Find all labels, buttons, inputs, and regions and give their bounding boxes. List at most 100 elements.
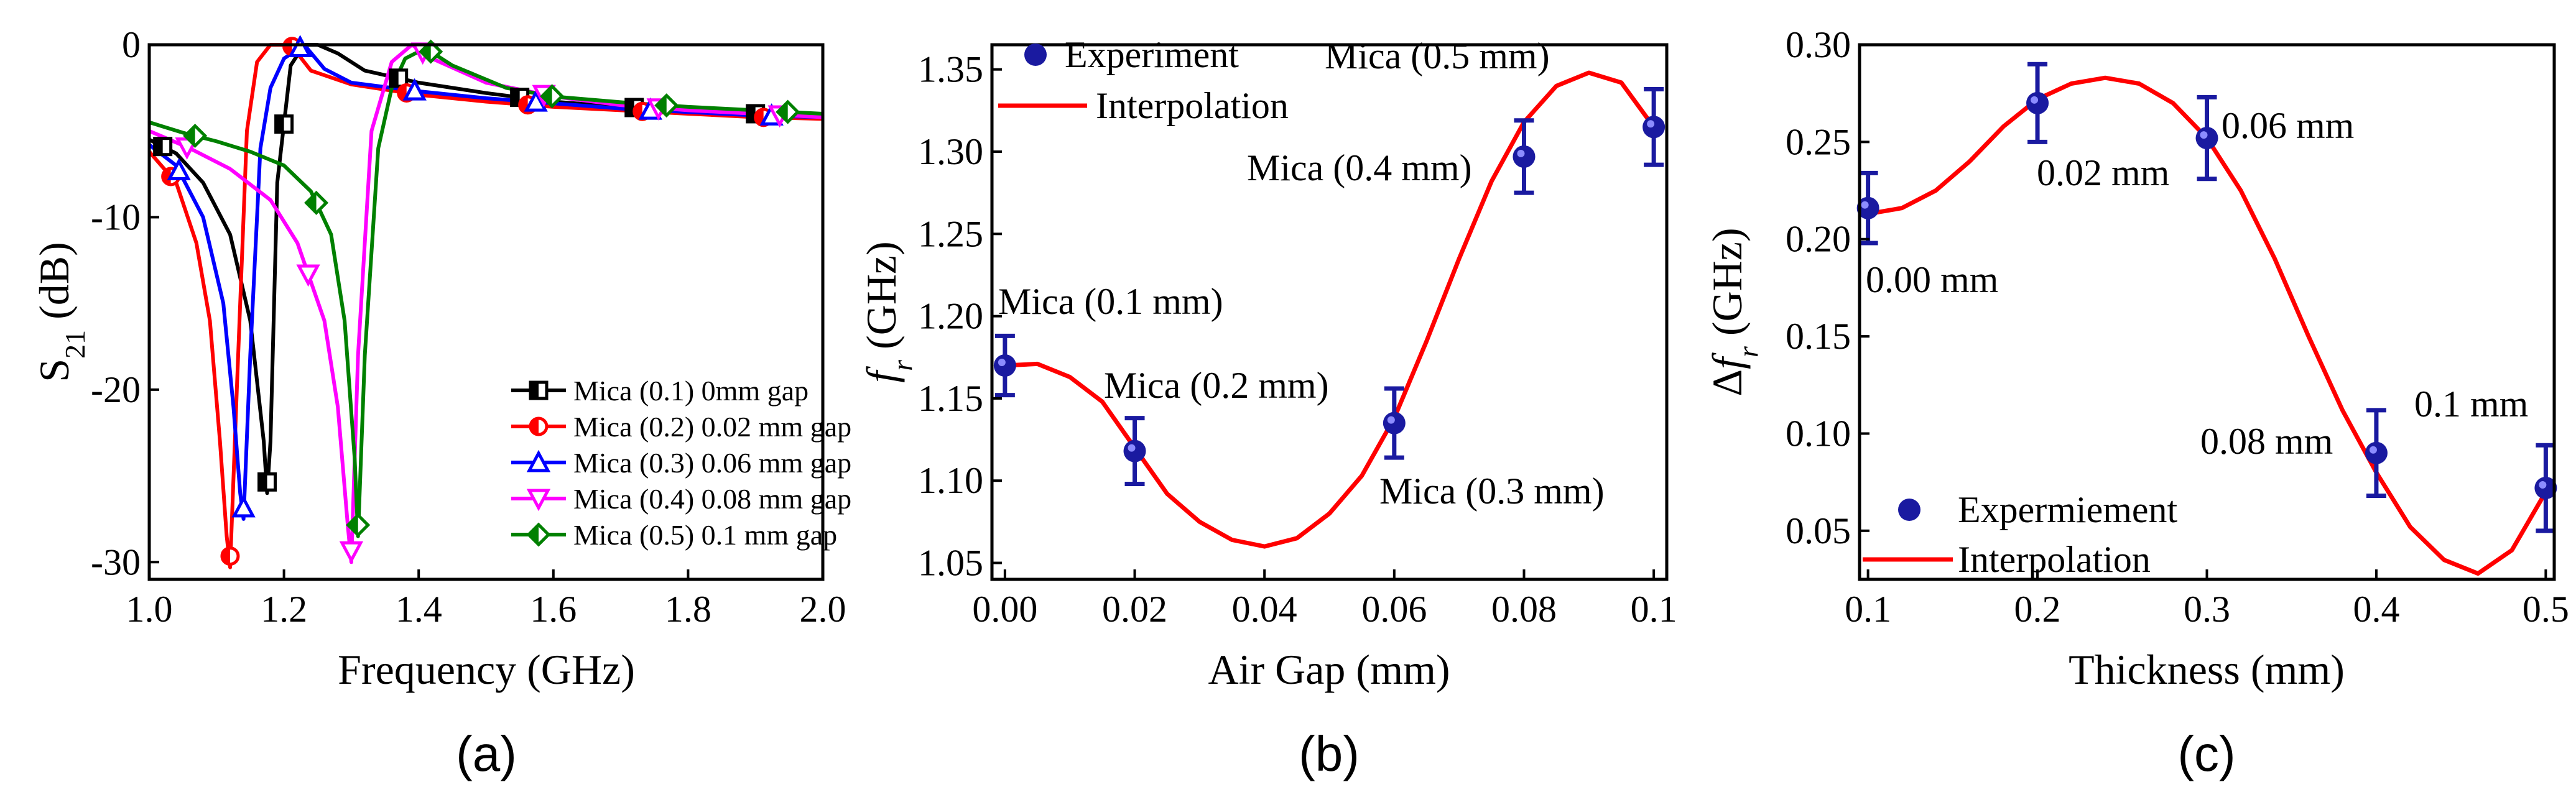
panel-b-legend-experiment-marker — [1024, 44, 1047, 66]
series-1-marker-fill — [154, 138, 163, 155]
panel-a-caption: (a) — [456, 726, 517, 781]
panel-c-annotation-0-06: 0.06 mm — [2222, 105, 2354, 146]
series-1-marker-fill — [390, 70, 399, 86]
panel-c-annotation-0-02: 0.02 mm — [2037, 152, 2169, 193]
x-tick-label: 0.1 — [1631, 589, 1677, 630]
experiment-point — [1513, 145, 1536, 168]
series-2-dip-marker-fill — [221, 548, 230, 564]
experiment-point — [993, 354, 1016, 377]
x-tick-label: 0.08 — [1491, 589, 1557, 630]
interpolation-line — [1003, 70, 1656, 549]
series-line-3 — [148, 43, 823, 521]
panel-b-x-axis-label: Air Gap (mm) — [1208, 646, 1450, 693]
panel-c-caption: (c) — [2177, 726, 2235, 781]
experiment-point-highlight — [998, 359, 1006, 366]
series-4-marker — [296, 264, 320, 287]
x-tick-label: 0.3 — [2184, 589, 2230, 630]
experiment-point — [2026, 91, 2049, 114]
experiment-point-highlight — [1861, 201, 1869, 209]
panel-a-legend: Mica (0.1) 0mm gap Mica (0.2) 0.02 mm gap… — [511, 375, 851, 551]
panel-c-x-axis-label: Thickness (mm) — [2069, 646, 2345, 693]
panel-b-ticks: 0.00 0.02 0.04 0.06 0.08 0.1 1.05 1.10 1.15 1.20 1… — [918, 49, 1677, 630]
y-tick-label: 0.05 — [1786, 510, 1851, 551]
x-tick-label: 0.4 — [2353, 589, 2399, 630]
series-5-marker-fill — [306, 193, 317, 213]
series-3-marker — [402, 78, 427, 101]
panel-b-y-axis-label: fr (GHz) — [858, 241, 918, 383]
series-line-5 — [149, 46, 823, 538]
series-5-dip-marker-fill — [348, 515, 358, 535]
panel-c-ticks: 0.1 0.2 0.3 0.4 0.5 0.05 0.10 0.15 0.20 0.25 0.30 — [1786, 24, 2569, 630]
x-tick-label: 0.02 — [1102, 589, 1167, 630]
x-tick-label: 0.06 — [1361, 589, 1427, 630]
series-3-marker — [524, 89, 548, 112]
y-tick-label: 1.10 — [918, 460, 983, 501]
y-tick-label: 1.20 — [918, 296, 983, 337]
legend-marker-5-fill — [529, 525, 539, 545]
experiment-point-highlight — [1517, 149, 1525, 157]
panel-a: 1.0 1.2 1.4 1.6 1.8 2.0 0 -10 -20 -30 Frequency (… — [30, 24, 851, 781]
legend-label-4: Mica (0.4) 0.08 mm gap — [573, 483, 851, 515]
x-tick-label: 2.0 — [800, 589, 846, 630]
experiment-point-highlight — [2369, 446, 2377, 454]
experiment-point — [1383, 412, 1406, 435]
panel-c-y-axis-label: Δfr (GHz) — [1703, 228, 1764, 396]
x-tick-label: 1.4 — [396, 589, 442, 630]
y-tick-label: 0.30 — [1786, 24, 1851, 65]
experiment-point-highlight — [2539, 481, 2547, 489]
x-tick-label: 1.8 — [665, 589, 711, 630]
experiment-point — [2195, 127, 2218, 150]
y-tick-label: -30 — [91, 541, 141, 582]
legend-marker-3 — [526, 449, 551, 472]
panel-a-markers — [153, 35, 800, 566]
series-line-4 — [148, 43, 823, 564]
series-2-marker-fill — [634, 103, 642, 120]
legend-label-1: Mica (0.1) 0mm gap — [573, 375, 808, 407]
series-1-marker-fill — [276, 116, 284, 132]
y-tick-label: 1.05 — [918, 543, 983, 584]
panel-b-caption: (b) — [1299, 726, 1360, 781]
experiment-point-highlight — [2031, 96, 2039, 104]
series-1-marker-fill — [747, 105, 756, 122]
x-tick-label: 1.2 — [261, 589, 307, 630]
y-tick-label: 0 — [122, 24, 141, 65]
panel-b-annotation-mica-0-2: Mica (0.2 mm) — [1104, 365, 1329, 406]
series-5-marker-fill — [777, 102, 788, 122]
x-tick-label: 1.6 — [530, 589, 577, 630]
series-5-marker-fill — [185, 126, 195, 146]
panel-b-interpolation-curve — [1003, 70, 1656, 549]
y-tick-label: 0.25 — [1786, 121, 1851, 162]
y-tick-label: 0.10 — [1786, 413, 1851, 454]
series-1-marker-fill — [626, 99, 634, 116]
panel-a-series-lines — [147, 43, 823, 569]
x-tick-label: 0.5 — [2523, 589, 2569, 630]
series-3-marker — [288, 35, 312, 57]
experiment-point — [1642, 116, 1666, 139]
series-4-dip-marker — [339, 541, 364, 564]
panel-b-annotation-mica-0-1: Mica (0.1 mm) — [998, 281, 1223, 322]
series-1-marker-fill — [511, 89, 520, 106]
panel-c-annotation-0-1: 0.1 mm — [2414, 384, 2528, 425]
series-2-marker-fill — [162, 168, 171, 185]
y-tick-label: 1.35 — [918, 49, 983, 90]
legend-label-2: Mica (0.2) 0.02 mm gap — [573, 411, 851, 443]
panel-c-experiment-points — [1856, 62, 2557, 533]
panel-b-annotation-mica-0-3: Mica (0.3 mm) — [1379, 471, 1605, 512]
experiment-point — [1123, 439, 1146, 462]
series-1-dip-marker-fill — [259, 474, 267, 490]
series-2-marker-fill — [284, 38, 292, 55]
panel-c: 0.1 0.2 0.3 0.4 0.50.050.100.150.200.250.30 … — [1703, 24, 2569, 781]
series-2-marker-fill — [755, 109, 764, 126]
legend-label-5: Mica (0.5) 0.1 mm gap — [573, 519, 837, 551]
y-tick-label: 0.20 — [1786, 219, 1851, 260]
panel-b-annotation-mica-0-5: Mica (0.5 mm) — [1325, 35, 1550, 76]
y-tick-label: 1.30 — [918, 131, 983, 172]
series-5-marker-fill — [420, 42, 431, 62]
panel-a-plot-frame — [147, 43, 825, 581]
series-3-dip-marker — [231, 495, 256, 518]
panel-b-annotation-mica-0-4: Mica (0.4 mm) — [1247, 147, 1472, 188]
series-5-marker-fill — [542, 86, 552, 106]
series-2-marker-fill — [398, 85, 407, 101]
y-tick-label: 0.15 — [1786, 316, 1851, 357]
